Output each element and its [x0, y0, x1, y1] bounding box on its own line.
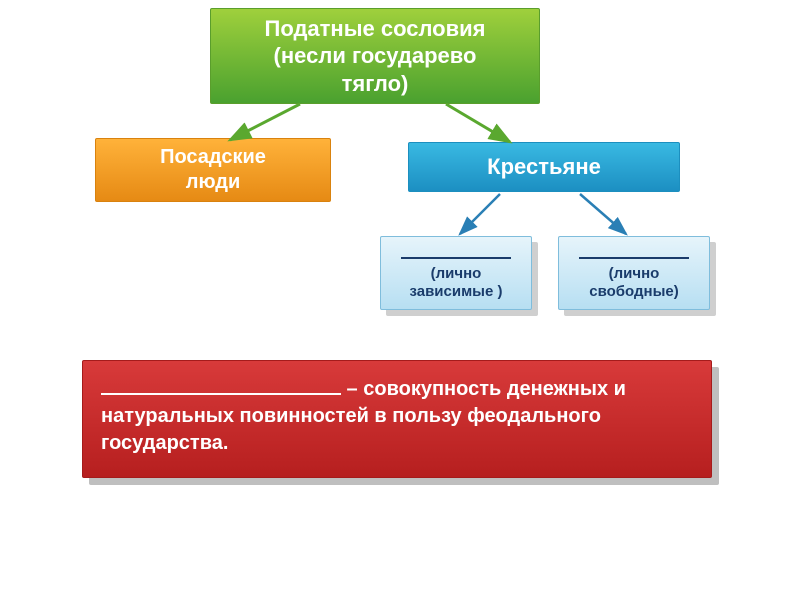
left-box: Посадские люди [95, 138, 331, 202]
sub-left-line2: (лично [431, 265, 482, 282]
sub-right-label: (лично свободные) [559, 240, 709, 306]
right-label: Крестьяне [409, 149, 679, 185]
root-line2: (несли государево [274, 43, 477, 68]
arrow-right-subleft [460, 194, 500, 234]
sub-left-blank [401, 244, 511, 259]
definition-blank [101, 375, 341, 395]
sub-right-line2: (лично [609, 265, 660, 282]
arrow-root-left [230, 104, 300, 140]
root-box: Податные сословия (несли государево тягл… [210, 8, 540, 104]
sub-right-line3: свободные) [589, 283, 679, 300]
right-box: Крестьяне [408, 142, 680, 192]
definition-text: – совокупность денежных и натуральных по… [83, 361, 711, 471]
arrow-right-subright [580, 194, 626, 234]
root-label: Податные сословия (несли государево тягл… [211, 11, 539, 102]
left-line1: Посадские [160, 146, 266, 168]
root-line1: Податные сословия [265, 16, 486, 41]
sub-left-box: (лично зависимые ) [380, 236, 532, 310]
definition-box: – совокупность денежных и натуральных по… [82, 360, 712, 478]
left-label: Посадские люди [96, 141, 330, 199]
right-line: Крестьяне [487, 154, 601, 179]
sub-right-box: (лично свободные) [558, 236, 710, 310]
sub-left-line3: зависимые ) [409, 283, 502, 300]
sub-right-blank [579, 244, 689, 259]
sub-left-label: (лично зависимые ) [381, 240, 531, 306]
arrow-root-right [446, 104, 510, 142]
root-line3: тягло) [342, 71, 409, 96]
left-line2: люди [186, 171, 241, 193]
